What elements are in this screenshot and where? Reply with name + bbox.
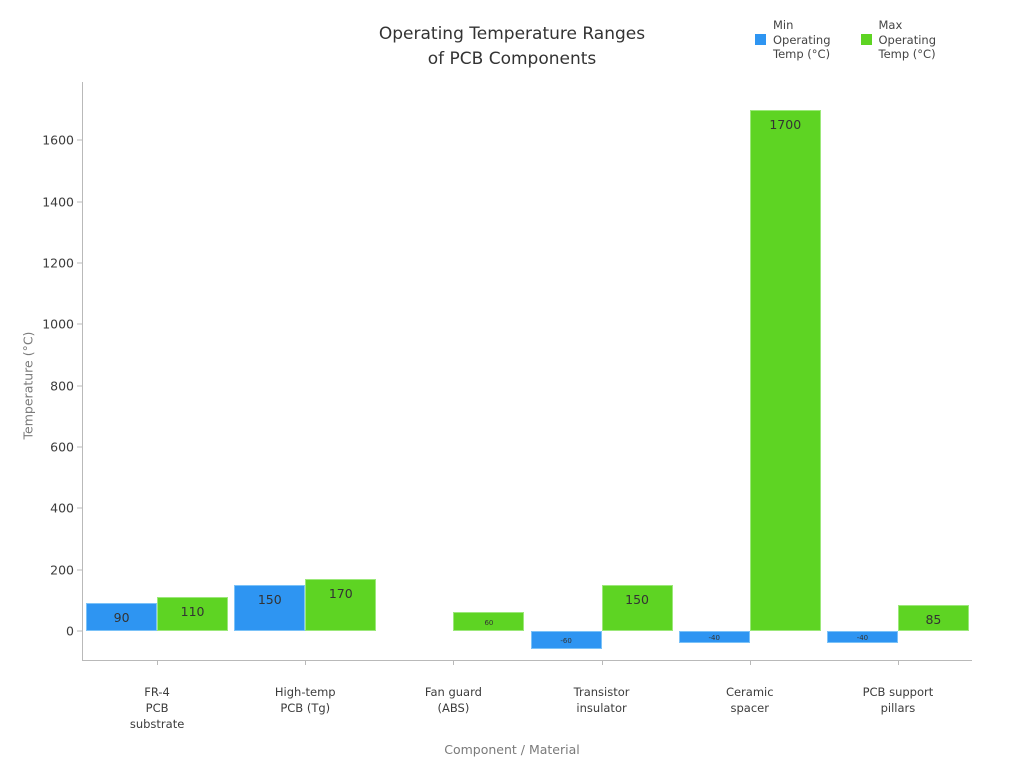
y-tick-label: 0 — [66, 623, 74, 639]
x-tick-mark — [305, 660, 307, 665]
x-axis-line — [82, 660, 972, 661]
bar-value-label: 110 — [180, 604, 205, 620]
chart-title: Operating Temperature Ranges of PCB Comp… — [378, 24, 646, 69]
y-tick-mark — [77, 201, 82, 203]
y-tick-mark — [77, 446, 82, 448]
plot-area: 90 110 150 170 60 -60 150 -40 1700 -40 85 — [83, 82, 972, 660]
bar-min-4[interactable]: -40 — [678, 630, 750, 644]
y-tick-label: 1400 — [42, 194, 74, 210]
bar-value-label: -60 — [560, 637, 572, 646]
y-tick-label: 200 — [50, 562, 74, 578]
bar-value-label: -40 — [708, 633, 720, 642]
bar-min-3[interactable]: -60 — [530, 630, 602, 650]
bar-value-label: 60 — [484, 618, 494, 627]
bar-max-2[interactable]: 60 — [453, 612, 525, 631]
legend-swatch-max — [860, 34, 872, 46]
bar-value-label: 150 — [257, 591, 282, 607]
y-tick-label: 1000 — [42, 316, 74, 332]
bar-value-label: 1700 — [769, 116, 802, 132]
bar-value-label: 150 — [625, 591, 649, 607]
y-axis-line — [82, 82, 83, 660]
bar-max-1[interactable]: 170 — [305, 578, 377, 631]
x-tick-mark — [601, 660, 603, 665]
legend-item-min[interactable]: Min Operating Temp (°C) — [755, 18, 831, 62]
x-tick-mark — [749, 660, 751, 665]
y-axis-title: Temperature (°C) — [20, 331, 36, 440]
bar-max-0[interactable]: 110 — [157, 597, 229, 631]
x-tick-label: FR-4 PCB substrate — [129, 685, 185, 731]
bar-value-label: 90 — [113, 610, 130, 626]
legend-label-max: Max Operating Temp (°C) — [878, 18, 937, 61]
y-tick-mark — [77, 569, 82, 571]
y-tick-mark — [77, 139, 82, 141]
y-tick-mark — [77, 262, 82, 264]
x-tick-label: Transistor insulator — [573, 685, 630, 715]
bar-min-1[interactable]: 150 — [234, 584, 306, 631]
bar-value-label: -40 — [856, 633, 869, 642]
bar-min-5[interactable]: -40 — [826, 630, 898, 644]
y-tick-label: 400 — [50, 500, 74, 516]
x-tick-mark — [897, 660, 899, 665]
bar-min-0[interactable]: 90 — [86, 603, 158, 631]
bar-max-4[interactable]: 1700 — [749, 109, 821, 631]
y-tick-label: 1600 — [42, 132, 74, 148]
y-tick-mark — [77, 507, 82, 509]
x-tick-mark — [453, 660, 455, 665]
x-tick-mark — [157, 660, 159, 665]
legend-swatch-min — [755, 34, 766, 46]
y-tick-label: 1200 — [42, 255, 74, 271]
y-tick-mark — [77, 385, 82, 387]
x-tick-label: Ceramic spacer — [725, 685, 774, 715]
x-tick-label: PCB support pillars — [862, 685, 934, 715]
chart-legend: Min Operating Temp (°C) Max Operating Te… — [755, 18, 936, 62]
y-tick-label: 800 — [50, 378, 74, 394]
legend-item-max[interactable]: Max Operating Temp (°C) — [860, 18, 937, 62]
x-tick-label: High-temp PCB (Tg) — [274, 685, 336, 715]
bar-value-label: 170 — [328, 585, 353, 601]
legend-label-min: Min Operating Temp (°C) — [773, 18, 831, 61]
x-tick-label: Fan guard (ABS) — [424, 685, 482, 715]
y-tick-mark — [77, 323, 82, 325]
bar-max-5[interactable]: 85 — [897, 604, 969, 631]
bar-value-label: 85 — [925, 611, 942, 627]
bar-max-3[interactable]: 150 — [601, 584, 673, 631]
x-axis-title: Component / Material — [444, 742, 580, 757]
y-tick-mark — [77, 630, 82, 632]
y-tick-label: 600 — [50, 439, 74, 455]
